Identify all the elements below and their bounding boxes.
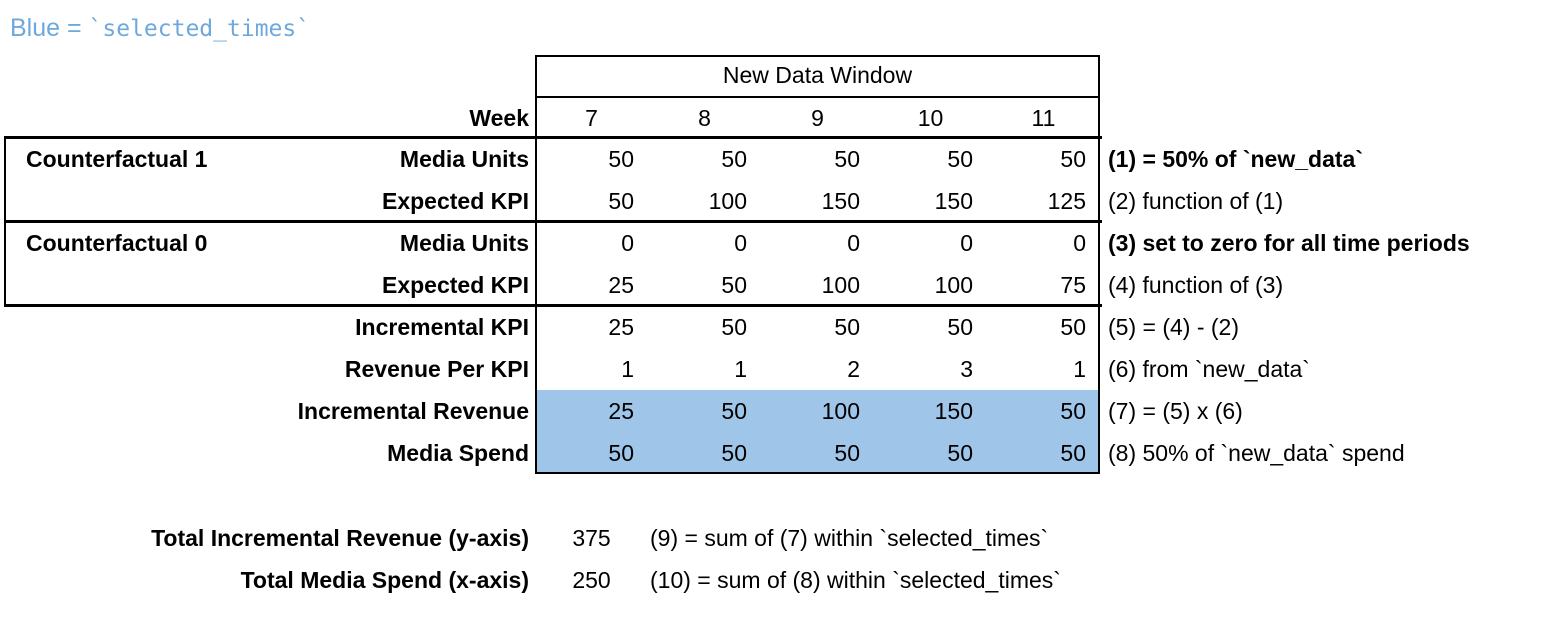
counterfactual1-top-line <box>4 136 1102 139</box>
total-media-spend-label: Total Media Spend (x-axis) <box>240 567 529 593</box>
table-cell: 50 <box>608 188 634 214</box>
table-cell: 3 <box>960 356 973 382</box>
row-label-expected-kpi-cf0: Expected KPI <box>382 272 529 298</box>
table-cell-highlighted: 100 <box>821 398 860 424</box>
table-cell: 50 <box>1060 314 1086 340</box>
annotation-3: (3) set to zero for all time periods <box>1108 230 1470 256</box>
table-cell: 50 <box>834 146 860 172</box>
table-cell: 1 <box>734 356 747 382</box>
table-cell-highlighted: 50 <box>1060 440 1086 466</box>
counterfactual0-bottom-line <box>4 304 1102 307</box>
table-cell: 1 <box>621 356 634 382</box>
table-cell: 100 <box>821 272 860 298</box>
counterfactual-divider-line <box>4 220 1102 223</box>
table-cell-highlighted: 50 <box>1060 398 1086 424</box>
annotation-10: (10) = sum of (8) within `selected_times… <box>650 567 1061 593</box>
annotation-1: (1) = 50% of `new_data` <box>1108 146 1363 172</box>
table-cell: 0 <box>1073 230 1086 256</box>
new-data-window-header: New Data Window <box>722 62 913 88</box>
week-9: 9 <box>811 105 824 131</box>
group-label-counterfactual-0: Counterfactual 0 <box>26 230 208 256</box>
total-incremental-revenue-value: 375 <box>572 525 611 551</box>
week-10: 10 <box>917 105 944 131</box>
table-cell-highlighted: 50 <box>721 398 747 424</box>
table-cell: 150 <box>821 188 860 214</box>
total-media-spend-value: 250 <box>572 567 611 593</box>
table-cell: 50 <box>834 314 860 340</box>
counterfactual-left-border <box>4 136 6 307</box>
table-cell: 50 <box>1060 146 1086 172</box>
table-cell: 1 <box>1073 356 1086 382</box>
annotation-7: (7) = (5) x (6) <box>1108 398 1243 424</box>
row-label-revenue-per-kpi: Revenue Per KPI <box>344 356 529 382</box>
row-label-incremental-revenue: Incremental Revenue <box>297 398 529 424</box>
table-cell: 50 <box>721 272 747 298</box>
table-cell: 25 <box>608 272 634 298</box>
table-cell: 2 <box>847 356 860 382</box>
table-cell: 25 <box>608 314 634 340</box>
table-cell: 50 <box>947 146 973 172</box>
group-label-counterfactual-1: Counterfactual 1 <box>26 146 208 172</box>
table-cell: 100 <box>934 272 973 298</box>
table-cell: 125 <box>1047 188 1086 214</box>
table-cell: 0 <box>621 230 634 256</box>
table-cell-highlighted: 50 <box>721 440 747 466</box>
table-cell-highlighted: 150 <box>934 398 973 424</box>
annotation-5: (5) = (4) - (2) <box>1108 314 1239 340</box>
data-window-box <box>535 55 1100 474</box>
table-cell: 50 <box>947 314 973 340</box>
table-cell: 0 <box>960 230 973 256</box>
table-cell: 100 <box>708 188 747 214</box>
row-label-media-units-cf0: Media Units <box>399 230 529 256</box>
table-cell-highlighted: 50 <box>947 440 973 466</box>
week-7: 7 <box>585 105 598 131</box>
legend: Blue = `selected_times` <box>10 14 310 43</box>
table-cell: 0 <box>734 230 747 256</box>
total-incremental-revenue-label: Total Incremental Revenue (y-axis) <box>151 525 529 551</box>
table-cell: 50 <box>721 146 747 172</box>
table-cell-highlighted: 50 <box>834 440 860 466</box>
row-label-incremental-kpi: Incremental KPI <box>355 314 529 340</box>
table-cell: 0 <box>847 230 860 256</box>
table-cell-highlighted: 50 <box>608 440 634 466</box>
legend-code: `selected_times` <box>88 16 311 42</box>
row-label-expected-kpi-cf1: Expected KPI <box>382 188 529 214</box>
annotation-6: (6) from `new_data` <box>1108 356 1310 382</box>
legend-prefix: Blue = <box>10 14 89 42</box>
annotation-9: (9) = sum of (7) within `selected_times` <box>650 525 1049 551</box>
annotation-8: (8) 50% of `new_data` spend <box>1108 440 1405 466</box>
week-8: 8 <box>698 105 711 131</box>
table-cell: 50 <box>608 146 634 172</box>
annotation-2: (2) function of (1) <box>1108 188 1284 214</box>
header-divider-line <box>535 96 1100 98</box>
row-label-media-spend: Media Spend <box>387 440 529 466</box>
table-cell: 50 <box>721 314 747 340</box>
selected-times-highlight <box>537 390 1098 472</box>
week-11: 11 <box>1031 105 1056 131</box>
table-cell: 150 <box>934 188 973 214</box>
week-label: Week <box>469 105 529 131</box>
table-cell-highlighted: 25 <box>608 398 634 424</box>
table-cell: 75 <box>1060 272 1086 298</box>
annotation-4: (4) function of (3) <box>1108 272 1284 298</box>
row-label-media-units-cf1: Media Units <box>399 146 529 172</box>
